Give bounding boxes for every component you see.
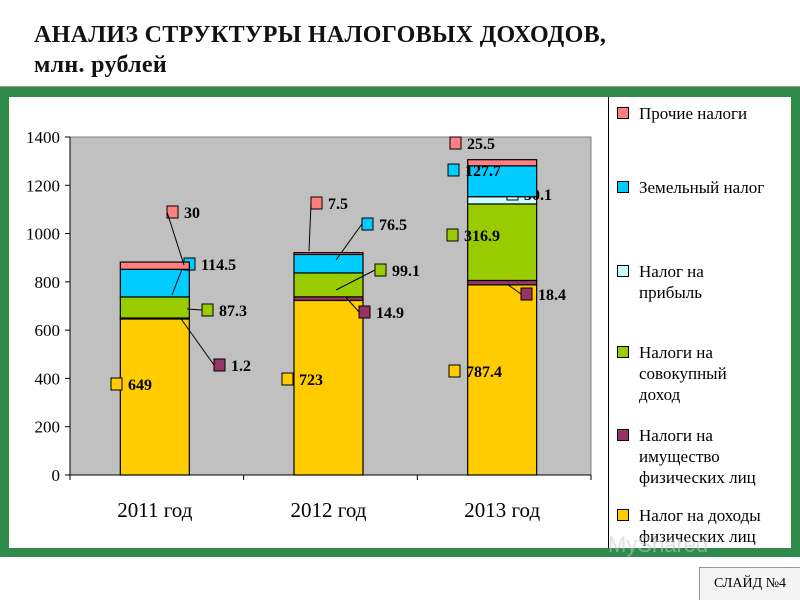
tax-structure-chart: 0 200 400 600 800 1000 1200 1400 2011 год 649 1.2 8… [26,128,592,522]
legend-label-line: прибыль [639,283,703,302]
legend-swatch [617,509,629,521]
data-label-marker [447,163,460,177]
data-label: 18.4 [538,287,566,304]
legend-label: Налоги на совокупный доход [639,342,789,405]
bar-segment [467,159,538,167]
x-tick-label: 2012 год [291,498,367,522]
legend-label-line: Налог на [639,262,704,281]
legend-label-line: физических лиц [639,527,756,546]
legend-label-line: совокупный [639,364,727,383]
data-label: 723 [299,372,323,389]
data-label-marker [281,372,294,386]
slide-number-badge: СЛАЙД №4 [699,567,800,600]
leader-line [335,269,376,291]
y-tick-label: 200 [35,418,61,437]
data-label: 1.2 [231,358,251,375]
data-label: 87.3 [219,303,247,320]
data-label-marker [358,305,371,319]
x-tick-label: 2011 год [117,498,192,522]
y-tick-label: 400 [35,369,61,388]
legend-label-line: Налоги на [639,343,713,362]
data-label-marker [213,358,226,372]
legend-swatch [617,346,629,358]
data-label: 76.5 [379,217,407,234]
bar-segment [293,253,364,274]
data-label: 127.7 [465,163,501,180]
data-label-marker [110,377,123,391]
y-tick-label: 600 [35,321,61,340]
leader-line [186,308,203,311]
data-label: 30 [184,205,200,222]
legend-label: Налоги на имущество физических лиц [639,425,789,488]
bar-segment [119,268,190,298]
bar-segment [119,317,190,476]
data-label: 114.5 [201,257,236,274]
leader-line [166,211,185,266]
watermark-text: MyShared [608,532,709,557]
watermark: MyShared [608,532,786,572]
bar-segment [467,203,538,282]
bar-segment [119,261,190,270]
data-label: 787.4 [466,364,502,381]
slide-title: АНАЛИЗ СТРУКТУРЫ НАЛОГОВЫХ ДОХОДОВ, млн.… [34,20,774,80]
data-label-marker [201,303,214,317]
legend-label-line: Налоги на [639,426,713,445]
legend-label-line: имущество [639,447,720,466]
y-tick-label: 1400 [26,128,60,147]
data-label: 14.9 [376,305,404,322]
x-tick-label: 2013 год [464,498,540,522]
legend-label-line: физических лиц [639,468,756,487]
leader-line [506,283,522,295]
legend-swatch [617,107,629,119]
legend-label-line: Прочие налоги [639,104,748,123]
bar-segment [467,279,538,286]
chart-legend: Прочие налоги Земельный налог Налог на приб… [608,97,791,548]
data-label: 649 [128,377,152,394]
y-tick-label: 1200 [26,176,60,195]
y-tick-label: 0 [52,466,61,485]
legend-label-line: Налог на доходы [639,506,761,525]
bar-segment [293,252,364,256]
data-label: 316.9 [464,228,500,245]
data-label-marker [446,228,459,242]
slide-title-line2: млн. рублей [34,52,168,78]
legend-swatch [617,181,629,193]
leader-line [308,202,312,252]
legend-label-line: Земельный налог [639,178,765,197]
data-label: 99.1 [392,263,420,280]
legend-label: Земельный налог [639,177,789,198]
y-tick-label: 1000 [26,225,60,244]
legend-label-line: доход [639,385,681,404]
data-label-marker [449,136,462,150]
bar-segment [293,272,364,298]
data-label-marker [374,263,387,277]
legend-swatch [617,265,629,277]
data-label-marker [448,364,461,378]
slide-title-line1: АНАЛИЗ СТРУКТУРЫ НАЛОГОВЫХ ДОХОДОВ, [34,22,607,48]
bar-segment [293,299,364,476]
title-divider [0,86,800,87]
legend-label: Прочие налоги [639,103,789,124]
bar-segment [467,284,538,476]
data-label: 7.5 [328,196,348,213]
legend-label: Налог на прибыль [639,261,789,303]
bar-segment [467,165,538,198]
y-tick-label: 800 [35,273,61,292]
legend-label: Налог на доходы физических лиц [639,505,789,547]
data-label-marker [361,217,374,231]
data-label: 25.5 [467,136,495,153]
data-label-marker [520,287,533,301]
bar-segment [119,296,190,319]
data-label-marker [310,196,323,210]
legend-swatch [617,429,629,441]
